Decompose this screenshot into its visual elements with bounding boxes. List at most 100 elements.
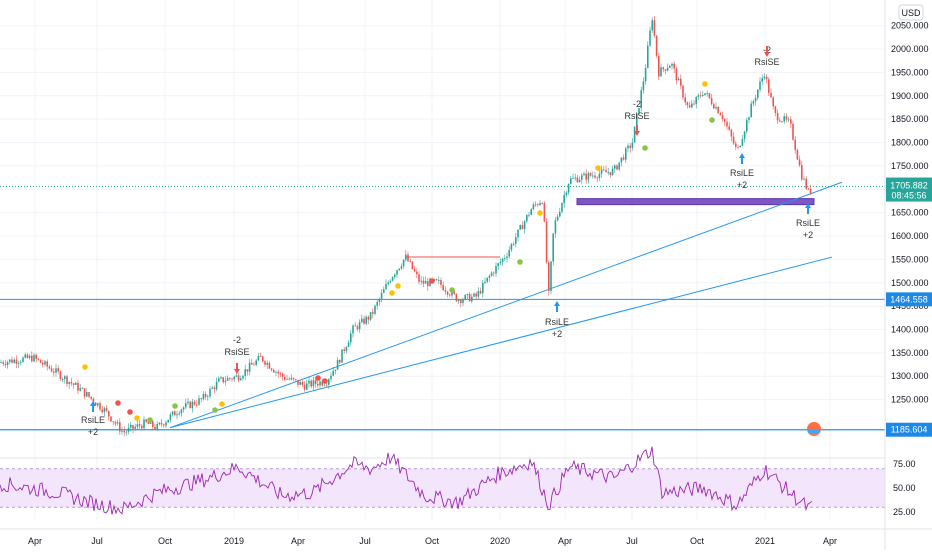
candle-body	[721, 115, 724, 120]
candle-body	[350, 333, 352, 343]
candle-body	[697, 95, 700, 97]
candle-body	[710, 97, 713, 105]
candle-body	[0, 362, 2, 363]
candle-body	[783, 116, 785, 122]
candle-body	[180, 409, 183, 414]
candle-body	[92, 398, 95, 403]
candle-body	[565, 192, 568, 196]
candle-body	[385, 283, 387, 290]
candle-body	[684, 97, 686, 103]
candle-body	[369, 312, 372, 320]
candle-body	[614, 165, 616, 169]
grid	[0, 0, 885, 520]
candle-body	[420, 280, 422, 282]
countdown-timer: 08:45:56	[891, 191, 926, 201]
candle-body	[191, 401, 194, 408]
candle-body	[532, 204, 535, 210]
candle-body	[464, 295, 466, 300]
candle-body	[706, 93, 708, 94]
candle-body	[367, 316, 370, 320]
candle-body	[554, 220, 557, 234]
currency-badge[interactable]: USD	[898, 4, 924, 21]
candle-body	[332, 370, 334, 376]
candle-body	[334, 369, 337, 371]
candle-body	[675, 68, 678, 81]
rsise-count: -2	[633, 99, 641, 109]
candle-body	[457, 299, 460, 302]
candle-body	[737, 146, 739, 148]
candle-body	[550, 261, 552, 291]
candle-body	[275, 371, 277, 373]
candle-body	[752, 101, 755, 104]
signal-dot	[212, 407, 218, 413]
candle-body	[666, 67, 669, 71]
candle-body	[138, 424, 141, 426]
candle-body	[704, 93, 706, 96]
candle-body	[57, 368, 59, 372]
candle-body	[653, 20, 656, 36]
signal-dot	[429, 278, 435, 284]
candle-body	[361, 318, 363, 323]
candle-body	[253, 364, 255, 366]
signal-dot	[517, 259, 523, 265]
candle-body	[262, 356, 264, 362]
candle-body	[495, 265, 497, 274]
candle-body	[163, 424, 165, 426]
time-axis: Apr Jul Oct 2019 Apr Jul Oct 2020 Apr Jul Oct 2021 A…	[0, 528, 932, 546]
candle-body	[97, 403, 99, 406]
candle-body	[739, 145, 741, 148]
candle-body	[486, 277, 488, 282]
candle-body	[424, 281, 427, 284]
candle-body	[266, 362, 268, 365]
candle-body	[449, 294, 451, 296]
candle-body	[594, 175, 596, 178]
candle-body	[196, 404, 198, 406]
candle-body	[523, 221, 526, 230]
candle-body	[257, 356, 260, 361]
candle-body	[451, 290, 453, 296]
candle-body	[787, 119, 790, 121]
rsile-label: RsiLE	[730, 168, 754, 178]
candle-body	[805, 178, 807, 189]
candle-body	[246, 369, 249, 372]
candle-body	[317, 383, 319, 386]
candle-body	[418, 274, 420, 282]
candle-body	[561, 203, 563, 212]
candle-body	[607, 172, 609, 173]
candle-body	[64, 376, 66, 380]
candle-body	[422, 280, 425, 284]
candle-body	[13, 359, 15, 363]
candle-body	[750, 103, 752, 118]
candle-body	[9, 359, 11, 362]
candle-body	[178, 413, 180, 415]
signal-dot	[702, 81, 708, 87]
candle-body	[398, 268, 400, 271]
candle-body	[521, 225, 524, 230]
candle-body	[640, 90, 642, 109]
lightbulb-icon[interactable]	[807, 422, 821, 436]
candle-body	[339, 360, 341, 363]
candle-body	[462, 299, 464, 303]
candle-body	[435, 279, 438, 281]
candle-body	[693, 103, 695, 105]
rsise-label: RsiSE	[624, 111, 649, 121]
candle-body	[134, 426, 136, 429]
candle-body	[160, 422, 163, 425]
candle-body	[761, 78, 763, 82]
candle-body	[664, 69, 667, 71]
trendline-upper	[169, 181, 843, 429]
candle-body	[743, 131, 746, 140]
price-tick-label: 1400.000	[891, 325, 929, 335]
candle-body	[299, 381, 301, 385]
candle-body	[75, 382, 77, 385]
candle-body	[220, 377, 222, 379]
candle-body	[772, 97, 774, 107]
candle-body	[587, 173, 590, 180]
candle-body	[352, 325, 354, 334]
candle-body	[11, 359, 13, 363]
time-tick-label: Jul	[359, 536, 371, 546]
candle-body	[72, 383, 75, 385]
trendlines	[169, 181, 843, 429]
candle-body	[680, 78, 682, 86]
